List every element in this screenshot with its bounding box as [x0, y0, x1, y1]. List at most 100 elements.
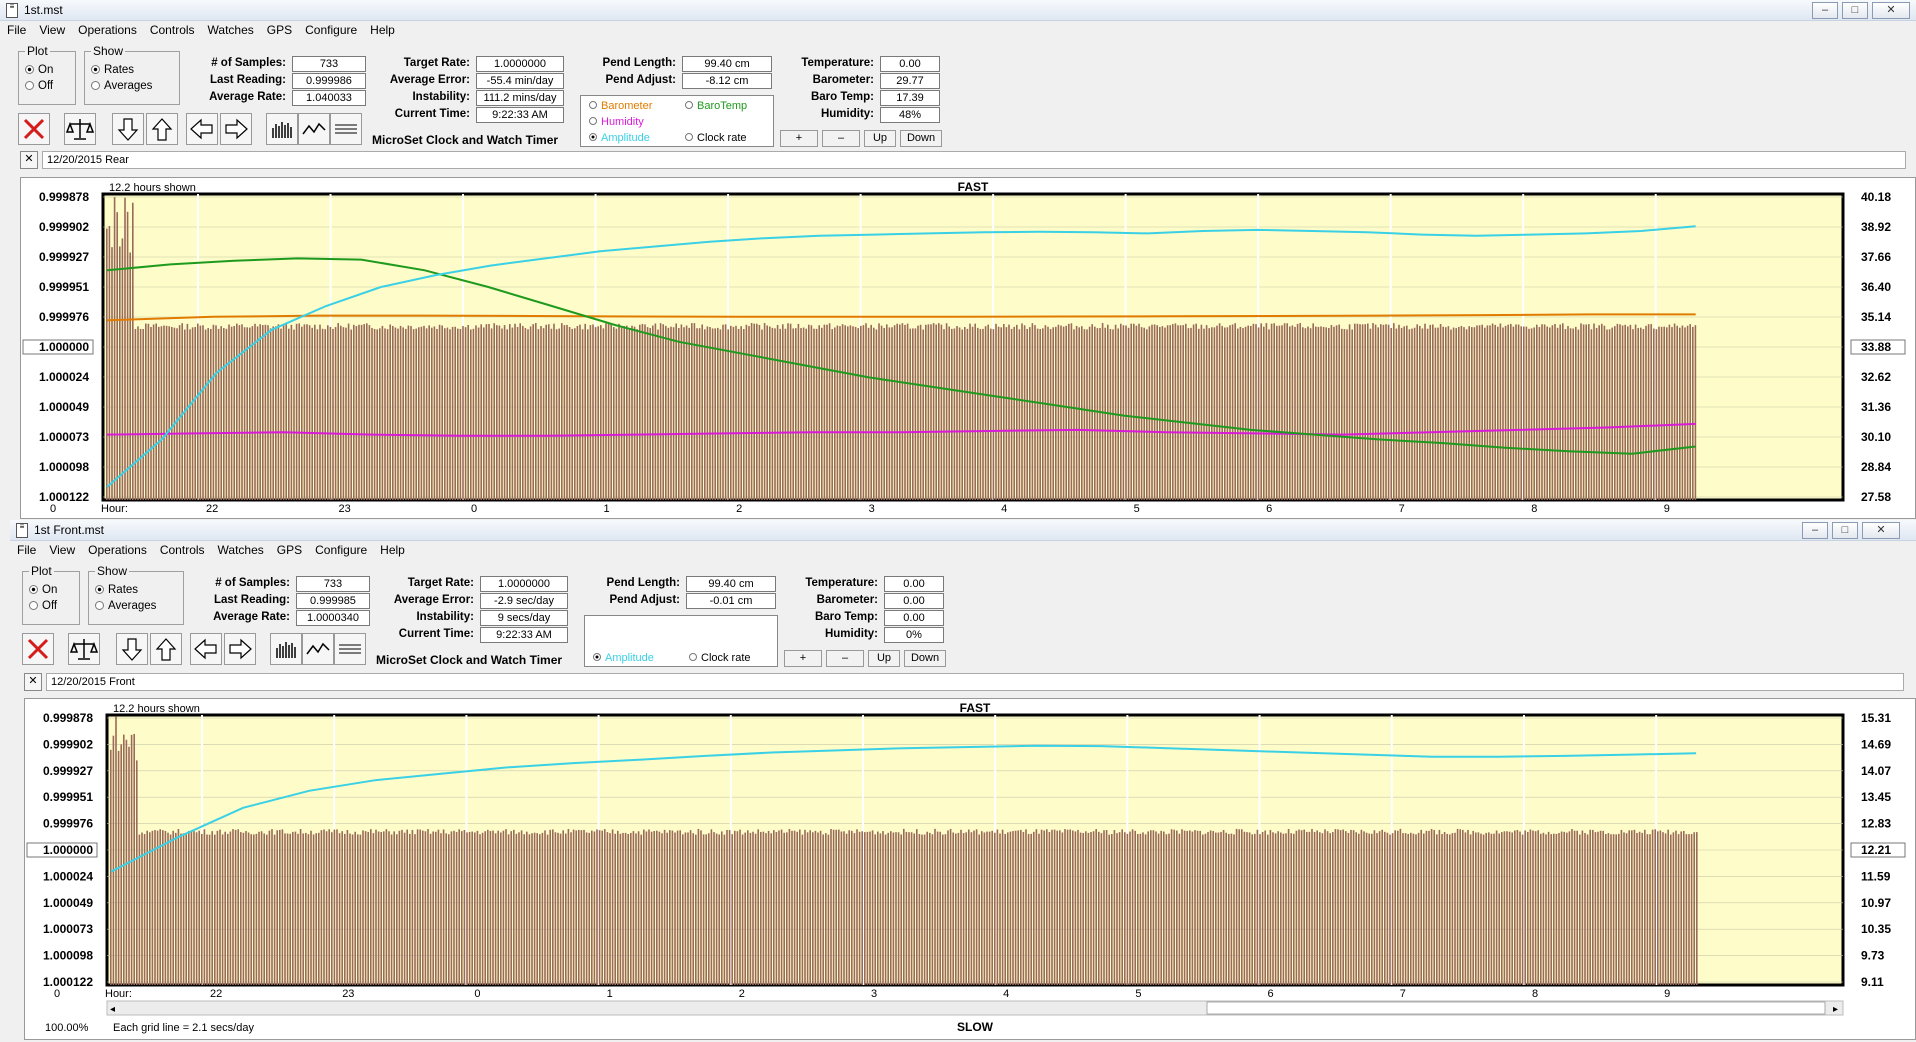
menu-gps[interactable]: GPS [276, 543, 303, 557]
show-averages-radio[interactable]: Averages [95, 600, 156, 612]
rate-bar [676, 830, 679, 985]
shift-up-button[interactable]: Up [868, 650, 900, 667]
zoom-in-button[interactable]: + [784, 650, 822, 667]
scroll-right-icon[interactable]: ▸ [1833, 1004, 1838, 1015]
rate-bar [994, 832, 996, 985]
rate-bar [410, 326, 412, 500]
menu-view[interactable]: View [49, 543, 76, 557]
minimize-button[interactable]: – [1812, 2, 1838, 19]
rate-bar [1278, 325, 1281, 500]
rate-bar [886, 324, 888, 500]
rate-chart[interactable]: 0.999878 0.999902 0.999927 0.999951 0.999976… [24, 698, 1916, 1040]
menu-operations[interactable]: Operations [88, 543, 147, 557]
rate-bar [745, 324, 748, 500]
amplitude-radio[interactable]: Amplitude [589, 132, 650, 144]
chart-svg[interactable]: 0.999878 0.999902 0.999927 0.999951 0.999976… [25, 699, 1915, 1039]
minimize-button[interactable]: – [1802, 522, 1828, 539]
close-window-button[interactable]: ✕ [1872, 2, 1910, 19]
line-graph-icon[interactable] [302, 633, 334, 665]
plot-on-radio[interactable]: On [29, 584, 57, 596]
session-path[interactable]: 12/20/2015 Rear [42, 151, 1906, 169]
arrow-up-icon[interactable] [150, 633, 182, 665]
show-averages-radio[interactable]: Averages [91, 80, 152, 92]
menu-file[interactable]: File [7, 23, 27, 37]
rate-bar [143, 834, 146, 985]
menu-controls[interactable]: Controls [149, 23, 195, 37]
arrow-up-icon[interactable] [146, 113, 178, 145]
rate-bar [111, 247, 113, 500]
rate-bar [1303, 829, 1305, 985]
zoom-out-button[interactable]: – [822, 130, 860, 147]
line-graph-icon[interactable] [298, 113, 330, 145]
clear-path-button[interactable]: ✕ [20, 151, 38, 169]
close-window-button[interactable]: ✕ [1862, 522, 1900, 539]
menu-gps[interactable]: GPS [266, 23, 293, 37]
rate-bar [1572, 328, 1574, 500]
delete-icon[interactable] [18, 113, 50, 145]
rate-bar [904, 324, 906, 500]
arrow-down-icon[interactable] [112, 113, 144, 145]
arrow-left-icon[interactable] [186, 113, 218, 145]
arrow-right-icon[interactable] [224, 633, 256, 665]
grid-lines-icon[interactable] [330, 113, 362, 145]
menu-help[interactable]: Help [370, 23, 395, 37]
clock-rate-radio[interactable]: Clock rate [689, 652, 751, 664]
scroll-left-icon[interactable]: ◂ [110, 1004, 115, 1015]
rate-bar [282, 324, 285, 500]
shift-up-button[interactable]: Up [864, 130, 896, 147]
rate-chart[interactable]: 0.999878 0.999902 0.999927 0.999951 0.999976… [20, 177, 1916, 519]
rate-bar [851, 830, 853, 985]
rate-bar [1261, 831, 1264, 985]
arrow-down-icon[interactable] [116, 633, 148, 665]
grid-lines-icon[interactable] [334, 633, 366, 665]
plot-off-radio[interactable]: Off [29, 600, 57, 612]
menu-view[interactable]: View [39, 23, 66, 37]
arrow-right-icon[interactable] [220, 113, 252, 145]
title-bar[interactable]: ≡ 1st.mst – □ ✕ [0, 0, 1916, 21]
bar-graph-icon[interactable] [270, 633, 302, 665]
session-path[interactable]: 12/20/2015 Front [46, 673, 1904, 691]
clear-path-button[interactable]: ✕ [24, 673, 42, 691]
plot-off-radio[interactable]: Off [25, 80, 53, 92]
balance-icon[interactable] [64, 113, 96, 145]
title-bar[interactable]: ≡ 1st Front.mst – □ ✕ [10, 520, 1916, 541]
menu-help[interactable]: Help [380, 543, 405, 557]
amplitude-radio[interactable]: Amplitude [593, 652, 654, 664]
menu-operations[interactable]: Operations [78, 23, 137, 37]
rate-bar [1517, 324, 1520, 500]
rate-bar [1264, 830, 1266, 985]
barotemp-radio[interactable]: BaroTemp [685, 100, 747, 112]
menu-watches[interactable]: Watches [217, 543, 264, 557]
rate-bar [1616, 323, 1619, 500]
menu-configure[interactable]: Configure [315, 543, 368, 557]
rate-bar [402, 327, 404, 500]
delete-icon[interactable] [22, 633, 54, 665]
humidity-radio[interactable]: Humidity [589, 116, 644, 128]
menu-controls[interactable]: Controls [159, 543, 205, 557]
show-rates-radio[interactable]: Rates [91, 64, 134, 76]
maximize-button[interactable]: □ [1832, 522, 1858, 539]
zoom-in-button[interactable]: + [780, 130, 818, 147]
bar-graph-icon[interactable] [266, 113, 298, 145]
rate-bar [1584, 832, 1586, 985]
menu-file[interactable]: File [17, 543, 37, 557]
maximize-button[interactable]: □ [1842, 2, 1868, 19]
clock-rate-radio[interactable]: Clock rate [685, 132, 747, 144]
balance-icon[interactable] [68, 633, 100, 665]
barometer-radio[interactable]: Barometer [589, 100, 652, 112]
show-rates-radio[interactable]: Rates [95, 584, 138, 596]
scrollbar-thumb[interactable] [1206, 1001, 1826, 1015]
menu-watches[interactable]: Watches [207, 23, 254, 37]
zoom-out-button[interactable]: – [826, 650, 864, 667]
menu-configure[interactable]: Configure [305, 23, 358, 37]
chart-svg[interactable]: 0.999878 0.999902 0.999927 0.999951 0.999976… [21, 178, 1915, 518]
rate-bar [1437, 327, 1439, 500]
arrow-left-icon[interactable] [190, 633, 222, 665]
shift-down-button[interactable]: Down [900, 130, 942, 147]
rate-bar [1441, 834, 1443, 985]
rate-bar [879, 833, 882, 985]
shift-down-button[interactable]: Down [904, 650, 946, 667]
rate-bar [1619, 324, 1621, 500]
plot-on-radio[interactable]: On [25, 64, 53, 76]
rate-bar [332, 328, 334, 500]
